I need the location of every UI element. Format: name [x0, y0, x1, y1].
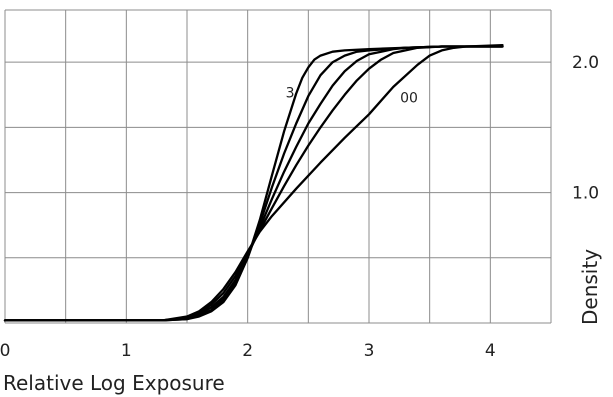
density-curve-5	[3, 44, 504, 322]
x-tick-label: 1	[121, 341, 132, 361]
x-tick-label: 4	[485, 341, 496, 361]
curves	[3, 44, 504, 322]
density-curve-1	[3, 45, 504, 322]
y-tick-label: 1.0	[572, 184, 599, 204]
x-tick-label: 0	[0, 341, 10, 361]
density-curve-3	[3, 45, 504, 322]
labels: 0 1 2 3 4 1.0 2.0 3 00	[0, 53, 599, 361]
y-tick-label: 2.0	[572, 53, 599, 73]
curve-label-first: 3	[286, 85, 295, 101]
x-axis-title: Relative Log Exposure	[3, 371, 225, 395]
y-axis-title: Density	[578, 249, 602, 325]
grid	[4, 9, 552, 324]
x-tick-label: 2	[242, 341, 253, 361]
density-curve-2	[3, 45, 504, 322]
density-curve-4	[3, 45, 504, 322]
curve-label-last: 00	[400, 91, 418, 107]
x-tick-label: 3	[364, 341, 375, 361]
